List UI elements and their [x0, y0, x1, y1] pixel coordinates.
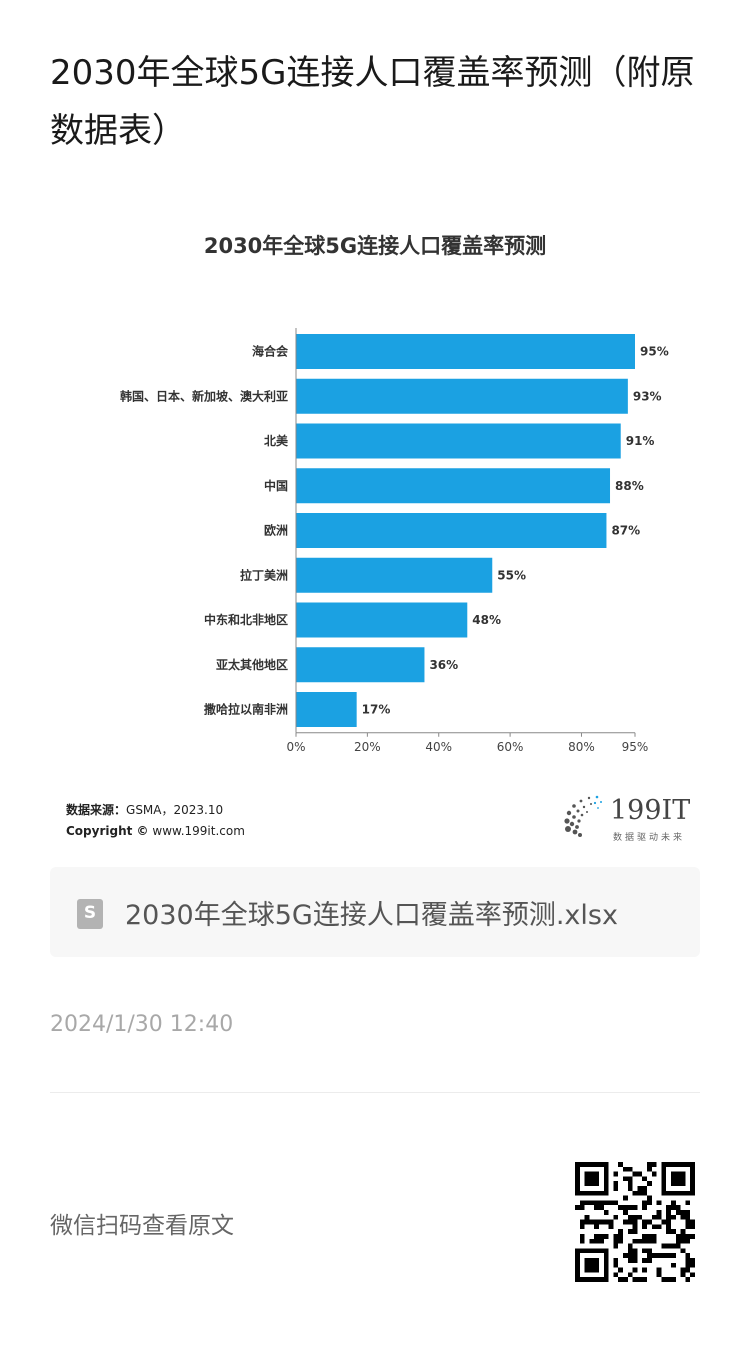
data-label: 55% — [497, 568, 526, 582]
category-label: 韩国、日本、新加坡、澳大利亚 — [120, 388, 288, 403]
x-tick-label: 80% — [568, 740, 595, 754]
spreadsheet-file-icon: S — [77, 899, 103, 929]
x-tick-label: 20% — [354, 740, 381, 754]
bar — [296, 602, 468, 638]
chart-image: 2030年全球5G连接人口覆盖率预测 海合会 95% 韩国、日本、新加坡、澳大利亚 9… — [50, 210, 700, 850]
data-label: 36% — [429, 658, 458, 672]
divider — [50, 1092, 700, 1093]
source-label: 数据来源： — [66, 803, 127, 817]
data-label: 48% — [472, 613, 501, 627]
category-label: 撒哈拉以南非洲 — [204, 702, 288, 717]
bar — [296, 423, 621, 459]
bar — [296, 334, 635, 369]
category-label: 海合会 — [252, 344, 289, 359]
data-label: 88% — [615, 479, 644, 493]
bar — [296, 557, 493, 593]
bar-chart: 海合会 95% 韩国、日本、新加坡、澳大利亚 93% 北美 91% 中国 88% 欧洲 87% 拉丁… — [120, 328, 669, 754]
bar — [296, 378, 628, 414]
brand-slogan: 数据驱动未来 — [613, 833, 686, 843]
category-label: 中东和北非地区 — [204, 612, 288, 627]
data-label: 91% — [626, 434, 655, 448]
brand-logo: 199IT 数据驱动未来 — [558, 793, 698, 843]
source-block: 数据来源：GSMA，2023.10 Copyright © www.199it.… — [66, 800, 245, 842]
attachment-card[interactable]: S 2030年全球5G连接人口覆盖率预测.xlsx — [50, 867, 700, 957]
page-title: 2030年全球5G连接人口覆盖率预测（附原数据表） — [50, 53, 695, 151]
category-label: 欧洲 — [264, 523, 288, 538]
category-label: 中国 — [264, 478, 288, 493]
attachment-file-name[interactable]: 2030年全球5G连接人口覆盖率预测.xlsx — [125, 900, 618, 931]
x-tick-label: 40% — [425, 740, 452, 754]
chart-title: 2030年全球5G连接人口覆盖率预测 — [203, 234, 547, 258]
copyright-text: www.199it.com — [152, 824, 245, 838]
x-tick-label: 0% — [286, 740, 305, 754]
source-text: GSMA，2023.10 — [126, 803, 224, 817]
scan-to-view-text: 微信扫码查看原文 — [50, 1213, 234, 1239]
bar — [296, 513, 607, 548]
copyright-label: Copyright © — [66, 824, 149, 838]
qr-code-icon[interactable] — [575, 1162, 695, 1282]
bar — [296, 692, 357, 727]
data-label: 93% — [633, 389, 662, 403]
bar — [296, 468, 611, 504]
dandelion-logo-icon — [564, 795, 602, 837]
x-tick-label: 60% — [497, 740, 524, 754]
data-label: 87% — [611, 524, 640, 538]
brand-name: 199IT — [610, 795, 691, 826]
category-label: 亚太其他地区 — [216, 657, 288, 672]
category-label: 拉丁美洲 — [240, 567, 288, 582]
bar — [296, 647, 425, 683]
x-tick-label: 95% — [622, 740, 649, 754]
category-label: 北美 — [264, 433, 289, 448]
post-timestamp: 2024/1/30 12:40 — [50, 1012, 234, 1037]
data-label: 95% — [640, 345, 669, 359]
data-label: 17% — [362, 703, 391, 717]
file-icon-letter: S — [83, 903, 97, 923]
